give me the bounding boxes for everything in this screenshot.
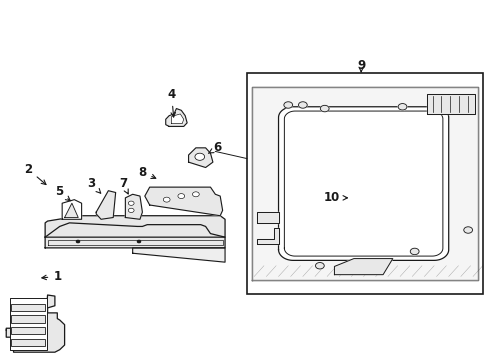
Circle shape — [397, 104, 406, 110]
Polygon shape — [426, 94, 474, 114]
Polygon shape — [45, 223, 224, 248]
Circle shape — [320, 105, 328, 112]
Circle shape — [163, 197, 170, 202]
Circle shape — [178, 194, 184, 199]
Circle shape — [315, 262, 324, 269]
Circle shape — [128, 201, 134, 205]
Bar — [11, 315, 45, 323]
Circle shape — [195, 153, 204, 160]
Bar — [246, 73, 482, 294]
Bar — [10, 298, 46, 350]
Polygon shape — [256, 228, 278, 244]
Text: 5: 5 — [55, 185, 70, 201]
Text: 3: 3 — [87, 177, 101, 193]
Polygon shape — [334, 258, 392, 275]
Polygon shape — [125, 194, 142, 219]
Text: 8: 8 — [138, 166, 156, 179]
Text: 9: 9 — [356, 59, 365, 72]
Circle shape — [298, 102, 306, 108]
Circle shape — [409, 248, 418, 255]
Polygon shape — [132, 248, 224, 262]
Polygon shape — [165, 109, 187, 126]
Polygon shape — [278, 107, 448, 260]
Text: 1: 1 — [42, 270, 61, 283]
Text: 6: 6 — [208, 141, 222, 154]
Text: 4: 4 — [167, 88, 175, 117]
Text: 2: 2 — [24, 163, 46, 185]
Polygon shape — [96, 191, 116, 219]
Bar — [11, 339, 45, 346]
Polygon shape — [144, 187, 222, 216]
Polygon shape — [256, 212, 278, 223]
Bar — [11, 327, 45, 334]
Circle shape — [463, 227, 471, 233]
Polygon shape — [6, 295, 64, 352]
Bar — [11, 303, 45, 311]
Polygon shape — [251, 87, 477, 280]
Polygon shape — [62, 200, 81, 219]
Circle shape — [284, 102, 292, 108]
Text: 10: 10 — [323, 192, 347, 204]
Circle shape — [192, 192, 199, 197]
Polygon shape — [64, 203, 78, 217]
Polygon shape — [188, 148, 212, 167]
Polygon shape — [45, 216, 224, 237]
Text: 7: 7 — [119, 177, 128, 194]
Polygon shape — [171, 114, 183, 123]
Circle shape — [128, 208, 134, 212]
